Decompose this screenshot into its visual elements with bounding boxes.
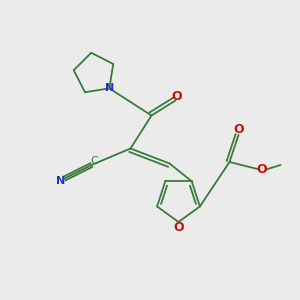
Text: O: O (233, 123, 244, 136)
Text: O: O (172, 90, 182, 104)
Text: O: O (256, 163, 267, 176)
Text: C: C (90, 156, 98, 167)
Text: N: N (56, 176, 65, 186)
Text: O: O (173, 221, 184, 234)
Text: N: N (105, 83, 115, 93)
